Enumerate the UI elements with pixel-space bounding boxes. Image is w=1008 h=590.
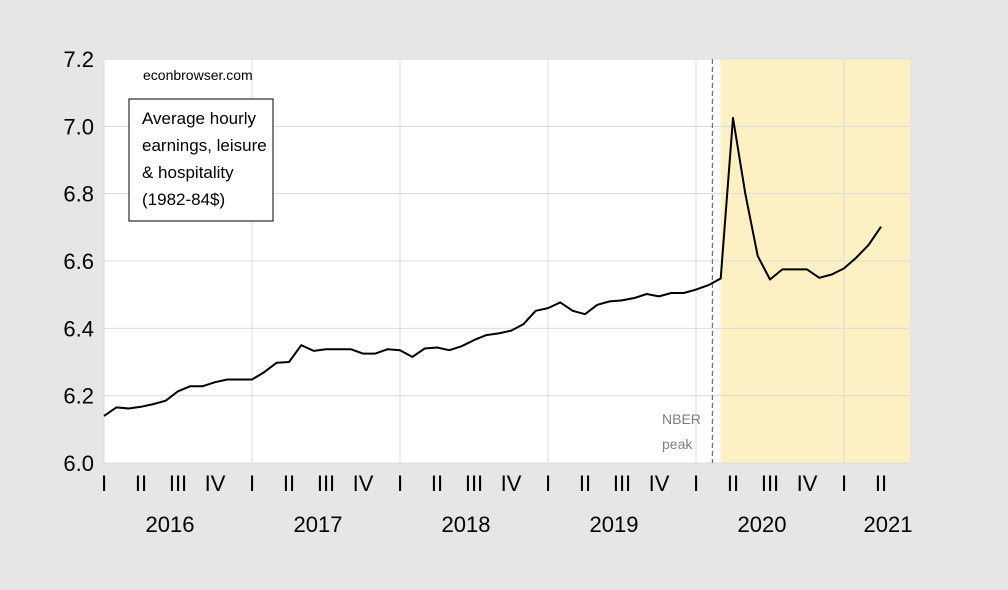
nber-peak-label-line1: NBER xyxy=(662,411,701,427)
x-quarter-label: I xyxy=(545,471,551,496)
legend-line-2: earnings, leisure xyxy=(142,136,267,155)
y-tick-label: 6.6 xyxy=(63,249,94,274)
y-tick-label: 6.2 xyxy=(63,384,94,409)
x-year-label: 2017 xyxy=(294,512,343,537)
nber-peak-label-line2: peak xyxy=(662,436,693,452)
x-quarter-label: IV xyxy=(797,471,818,496)
x-quarter-label: II xyxy=(875,471,887,496)
x-quarter-label: II xyxy=(283,471,295,496)
legend-line-4: (1982-84$) xyxy=(142,190,225,209)
source-label: econbrowser.com xyxy=(143,67,253,83)
x-quarter-label: I xyxy=(841,471,847,496)
x-quarter-label: III xyxy=(613,471,631,496)
series-line xyxy=(103,116,882,417)
x-quarter-label: III xyxy=(317,471,335,496)
x-quarter-label: IV xyxy=(501,471,522,496)
x-quarter-label: III xyxy=(465,471,483,496)
x-year-label: 2019 xyxy=(590,512,639,537)
legend-line-3: & hospitality xyxy=(142,163,234,182)
y-axis: 6.0 6.2 6.4 6.6 6.8 7.0 7.2 xyxy=(63,47,94,476)
x-quarter-label: III xyxy=(169,471,187,496)
x-quarter-label: III xyxy=(761,471,779,496)
y-tick-label: 6.8 xyxy=(63,182,94,207)
legend-box: Average hourly earnings, leisure & hospi… xyxy=(128,98,274,222)
x-quarter-label: II xyxy=(579,471,591,496)
x-quarter-label: II xyxy=(135,471,147,496)
x-axis: I II III IV I II III IV I II III IV I II III IV I II III IV… xyxy=(101,471,913,537)
x-year-label: 2018 xyxy=(442,512,491,537)
x-quarter-label: IV xyxy=(353,471,374,496)
x-quarter-label: II xyxy=(727,471,739,496)
y-tick-label: 6.4 xyxy=(63,316,94,341)
x-quarter-label: II xyxy=(431,471,443,496)
y-tick-label: 7.2 xyxy=(63,47,94,72)
x-quarter-label: I xyxy=(249,471,255,496)
y-tick-label: 6.0 xyxy=(63,451,94,476)
x-year-label: 2021 xyxy=(864,512,913,537)
x-quarter-label: I xyxy=(397,471,403,496)
nber-peak-annotation: NBER peak xyxy=(662,411,701,452)
legend-line-1: Average hourly xyxy=(142,109,257,128)
x-quarter-label: I xyxy=(101,471,107,496)
x-year-label: 2020 xyxy=(738,512,787,537)
x-quarter-label: I xyxy=(693,471,699,496)
y-tick-label: 7.0 xyxy=(63,114,94,139)
x-quarter-label: IV xyxy=(205,471,226,496)
x-year-label: 2016 xyxy=(146,512,195,537)
legend-frame xyxy=(128,98,274,222)
x-quarter-label: IV xyxy=(649,471,670,496)
